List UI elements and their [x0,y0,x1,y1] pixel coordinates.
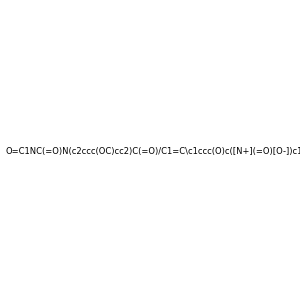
Text: O=C1NC(=O)N(c2ccc(OC)cc2)C(=O)/C1=C\c1ccc(O)c([N+](=O)[O-])c1: O=C1NC(=O)N(c2ccc(OC)cc2)C(=O)/C1=C\c1cc… [5,147,300,156]
